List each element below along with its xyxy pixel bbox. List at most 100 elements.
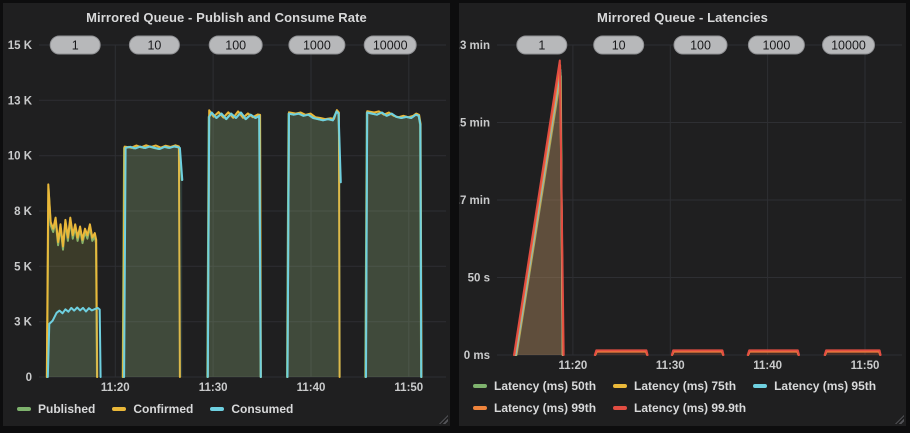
legend-label: Consumed xyxy=(231,402,294,416)
legend-item-latency-50th[interactable]: Latency (ms) 50th xyxy=(473,379,596,393)
x-axis-tick-label: 11:40 xyxy=(297,382,326,394)
series-line xyxy=(593,349,649,356)
panel-title[interactable]: Mirrored Queue - Publish and Consume Rat… xyxy=(86,10,367,25)
legend-label: Latency (ms) 95th xyxy=(774,379,877,393)
legend-item-latency-95th[interactable]: Latency (ms) 95th xyxy=(753,379,876,393)
annotation-pill-label: 100 xyxy=(690,39,711,53)
legend-item-confirmed[interactable]: Confirmed xyxy=(112,402,193,416)
series-fill xyxy=(123,145,180,377)
y-axis-tick-label: 10 K xyxy=(8,151,33,163)
y-axis-tick-label: 8 K xyxy=(14,206,33,218)
publish-consume-rate-chart: 15 K 13 K 10 K 8 K 5 K 3 K 0 11:20 11:30 11:40 11:… xyxy=(8,35,446,394)
y-axis-tick-label: 0 ms xyxy=(464,350,490,362)
chart-legend: Published Confirmed Consumed xyxy=(17,402,293,416)
series-color-swatch xyxy=(473,384,487,388)
annotation-pill[interactable] xyxy=(747,35,805,55)
series-line xyxy=(670,349,725,356)
latencies-chart: 3.3 min 2.5 min 1.7 min 50 s 0 ms 11:20 11:30 1… xyxy=(459,35,902,372)
annotation-pill[interactable] xyxy=(49,35,101,55)
series-fill xyxy=(207,110,261,378)
series-fill xyxy=(365,111,422,377)
legend-label: Latency (ms) 75th xyxy=(634,379,737,393)
series-fill xyxy=(747,350,799,355)
legend-label: Published xyxy=(38,402,96,416)
annotation-pill[interactable] xyxy=(128,35,180,55)
x-axis-tick-label: 11:20 xyxy=(559,360,588,372)
y-axis-tick-label: 13 K xyxy=(8,95,33,107)
series-fill xyxy=(365,112,422,377)
series-line xyxy=(365,111,423,378)
series-fill xyxy=(287,111,341,378)
panel-title[interactable]: Mirrored Queue - Latencies xyxy=(597,10,768,25)
legend-item-latency-75th[interactable]: Latency (ms) 75th xyxy=(613,379,736,393)
y-axis-tick-label: 2.5 min xyxy=(459,118,490,130)
series-fill xyxy=(122,146,182,377)
chart-legend-row-2: Latency (ms) 99th Latency (ms) 99.9th xyxy=(473,401,746,415)
panel-resize-handle[interactable] xyxy=(439,415,448,424)
annotation-pill-label: 1 xyxy=(538,39,545,53)
y-axis-tick-label: 0 xyxy=(26,372,32,384)
series-line xyxy=(46,306,102,378)
panel-latencies: 3.3 min 2.5 min 1.7 min 50 s 0 ms 11:20 11:30 1… xyxy=(459,3,906,426)
panel-publish-consume-rate: 15 K 13 K 10 K 8 K 5 K 3 K 0 11:20 11:30 11:40 11:… xyxy=(3,3,450,426)
legend-item-published[interactable]: Published xyxy=(17,402,95,416)
series-color-swatch xyxy=(753,384,768,388)
series-line xyxy=(123,145,184,378)
annotation-pill[interactable] xyxy=(822,35,875,55)
series-fill xyxy=(124,146,183,377)
series-fill xyxy=(366,112,422,377)
annotation-pill-label: 1 xyxy=(72,39,79,53)
legend-item-consumed[interactable]: Consumed xyxy=(210,402,293,416)
series-line xyxy=(45,183,99,378)
annotation-pill-label: 10 xyxy=(147,39,161,53)
annotation-pill-label: 10000 xyxy=(373,39,408,53)
series-fill xyxy=(287,110,340,377)
legend-item-latency-99th[interactable]: Latency (ms) 99th xyxy=(473,401,596,415)
series-color-swatch xyxy=(17,407,31,411)
series-fill xyxy=(207,112,261,377)
series-color-swatch xyxy=(613,406,628,410)
panel-resize-handle[interactable] xyxy=(895,415,904,424)
annotation-pill-label: 1000 xyxy=(303,39,331,53)
series-line xyxy=(513,59,565,356)
annotation-pill-label: 1000 xyxy=(762,39,790,53)
annotation-pill[interactable] xyxy=(516,35,568,55)
annotation-pill-label: 10 xyxy=(612,39,626,53)
y-axis-tick-label: 1.7 min xyxy=(459,195,490,207)
legend-label: Latency (ms) 50th xyxy=(494,379,597,393)
plot-area[interactable] xyxy=(39,45,446,377)
annotation-pill[interactable] xyxy=(363,35,417,55)
series-fill xyxy=(824,350,881,355)
series-fill xyxy=(207,112,261,377)
annotation-pill-label: 10000 xyxy=(831,39,866,53)
annotation-pill[interactable] xyxy=(593,35,645,55)
series-line xyxy=(286,110,342,378)
y-axis-tick-label: 3 K xyxy=(14,317,33,329)
annotation-pill[interactable] xyxy=(288,35,346,55)
chart-legend-row-1: Latency (ms) 50th Latency (ms) 75th Late… xyxy=(473,379,876,393)
annotation-pill[interactable] xyxy=(208,35,263,55)
legend-label: Latency (ms) 99th xyxy=(494,401,597,415)
annotation-pill[interactable] xyxy=(673,35,728,55)
series-fill xyxy=(287,111,341,378)
series-color-swatch xyxy=(112,407,127,411)
series-color-swatch xyxy=(613,384,628,388)
x-axis-tick-label: 11:20 xyxy=(101,382,130,394)
x-axis-tick-label: 11:50 xyxy=(851,360,880,372)
y-axis-tick-label: 5 K xyxy=(14,261,33,273)
y-axis-tick-label: 15 K xyxy=(8,40,33,52)
series-color-swatch xyxy=(210,407,225,411)
x-axis-tick-label: 11:30 xyxy=(656,360,685,372)
legend-item-latency-99-9th[interactable]: Latency (ms) 99.9th xyxy=(613,401,746,415)
x-axis-tick-label: 11:40 xyxy=(753,360,782,372)
legend-label: Confirmed xyxy=(133,402,194,416)
y-axis-tick-label: 50 s xyxy=(468,273,490,285)
series-fill xyxy=(47,307,101,377)
legend-label: Latency (ms) 99.9th xyxy=(634,401,747,415)
series-fill xyxy=(671,350,724,355)
x-axis-tick-label: 11:50 xyxy=(394,382,423,394)
series-color-swatch xyxy=(473,406,487,410)
plot-area[interactable] xyxy=(497,45,902,355)
series-fill xyxy=(594,350,648,355)
x-axis-tick-label: 11:30 xyxy=(199,382,228,394)
